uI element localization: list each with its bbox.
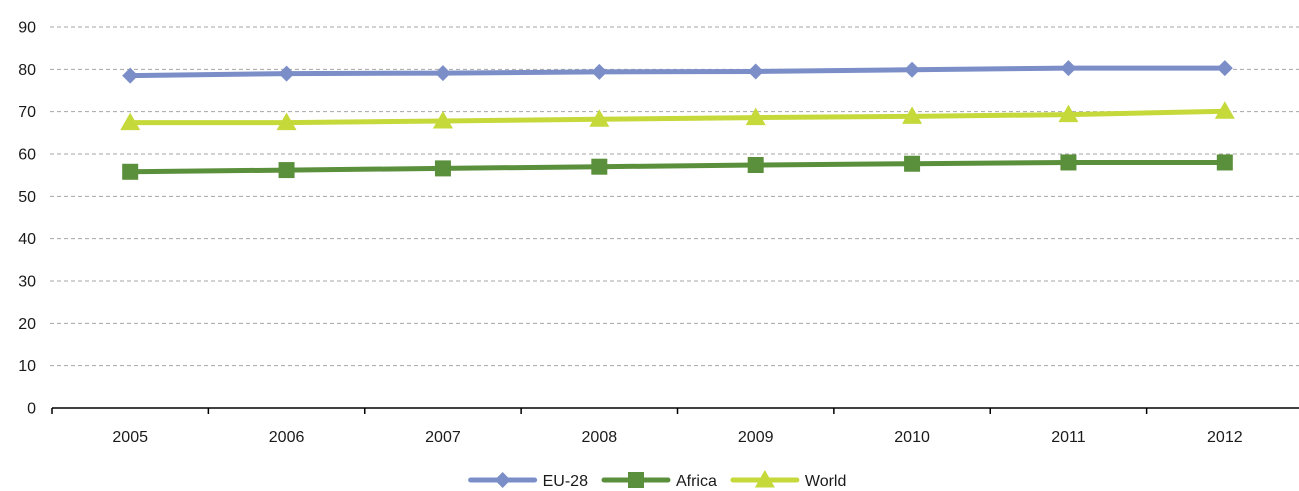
y-tick-label: 80 (18, 62, 36, 79)
x-tick-label: 2006 (269, 429, 305, 446)
x-tick-label: 2009 (738, 429, 774, 446)
data-point-africa (591, 158, 608, 175)
y-axis-ticks: 0 10 20 30 40 50 60 70 80 90 (18, 20, 36, 418)
data-point-eu-28 (904, 61, 921, 78)
data-point-world (1214, 101, 1235, 119)
data-point-africa (434, 160, 451, 177)
series (120, 60, 1235, 180)
data-point-world (276, 112, 297, 131)
y-tick-label: 30 (18, 274, 36, 291)
series-line-eu-28 (127, 65, 1228, 79)
y-tick-label: 50 (18, 189, 36, 206)
data-point-africa (1060, 154, 1077, 171)
gridlines (50, 26, 1299, 367)
data-point-africa (747, 157, 764, 174)
y-tick-label: 10 (18, 358, 36, 375)
data-point-eu-28 (747, 63, 764, 80)
legend: EU-28 Africa World (468, 470, 847, 490)
data-point-eu-28 (434, 65, 451, 82)
legend-label-eu-28: EU-28 (543, 473, 588, 490)
data-point-eu-28 (1216, 60, 1233, 77)
data-point-eu-28 (1060, 60, 1077, 77)
legend-item-world: World (730, 470, 847, 490)
x-axis-ticks: 2005 2006 2007 2008 2009 2010 2011 2012 (112, 429, 1242, 446)
series-world (120, 101, 1235, 131)
legend-label-africa: Africa (676, 473, 717, 490)
data-point-world (589, 109, 610, 127)
x-tick-label: 2010 (894, 429, 930, 446)
series-eu-28 (122, 60, 1233, 84)
x-tick-label: 2008 (582, 429, 618, 446)
y-tick-label: 0 (27, 401, 36, 418)
y-tick-label: 90 (18, 20, 36, 37)
x-tick-label: 2007 (425, 429, 461, 446)
data-point-africa (1216, 154, 1233, 171)
series-line-world (127, 108, 1228, 126)
data-point-africa (904, 155, 921, 172)
legend-item-africa: Africa (601, 472, 717, 490)
series-line-africa (127, 159, 1228, 175)
legend-item-eu-28: EU-28 (468, 472, 588, 490)
data-point-africa (278, 162, 295, 179)
legend-label-world: World (805, 473, 847, 490)
data-point-world (745, 107, 766, 126)
y-tick-label: 20 (18, 316, 36, 333)
legend-marker-world (754, 470, 775, 488)
data-point-eu-28 (122, 67, 139, 84)
series-africa (122, 154, 1233, 180)
data-point-world (1058, 104, 1079, 123)
data-point-world (120, 112, 141, 131)
y-tick-label: 40 (18, 231, 36, 248)
legend-marker-eu-28 (494, 472, 511, 488)
x-tick-label: 2011 (1051, 429, 1086, 446)
x-tick-label: 2005 (112, 429, 148, 446)
data-point-world (432, 110, 453, 129)
y-tick-label: 70 (18, 104, 36, 121)
data-point-africa (122, 163, 139, 180)
data-point-eu-28 (278, 65, 295, 82)
data-point-eu-28 (591, 63, 608, 80)
legend-marker-africa (627, 472, 644, 488)
x-tick-label: 2012 (1207, 429, 1243, 446)
x-axis (51, 407, 1299, 414)
y-tick-label: 60 (18, 147, 36, 164)
data-point-world (902, 106, 923, 124)
